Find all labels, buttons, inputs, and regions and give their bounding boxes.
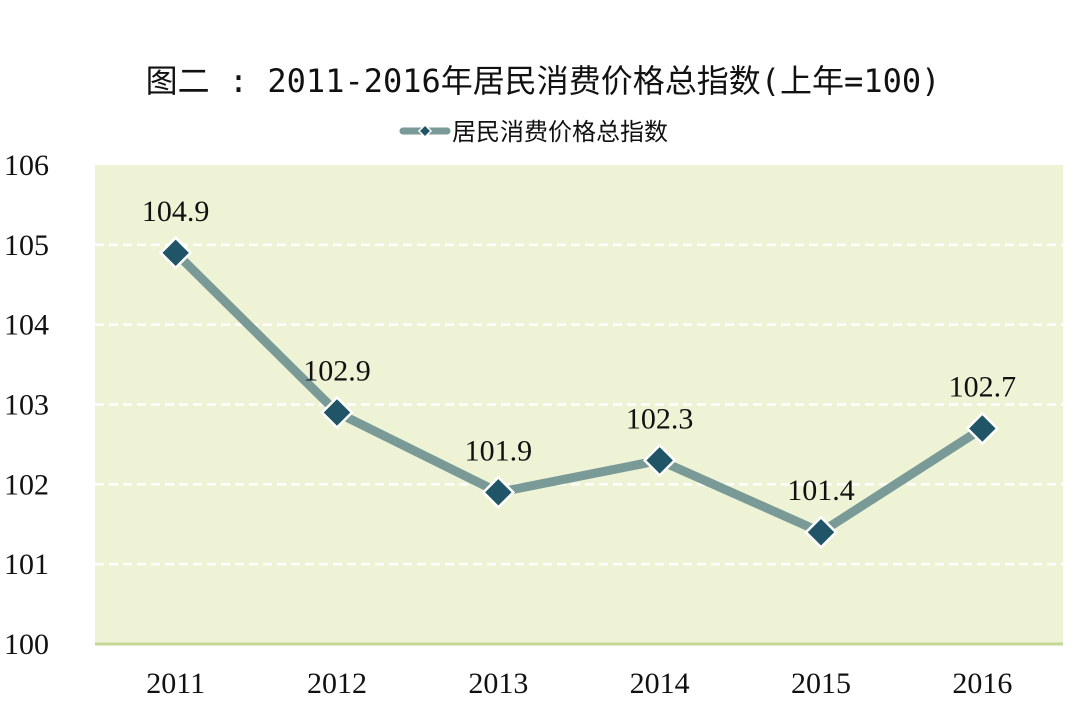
y-tick-label: 102 — [4, 468, 49, 501]
x-tick-label: 2013 — [468, 667, 528, 700]
data-point-marker — [320, 395, 354, 430]
x-tick-label: 2015 — [791, 667, 851, 700]
data-label: 102.7 — [949, 370, 1017, 403]
x-tick-label: 2014 — [630, 667, 690, 700]
legend-diamond-icon — [417, 123, 433, 139]
x-tick-label: 2011 — [146, 667, 205, 700]
chart-title: 图二 : 2011-2016年居民消费价格总指数(上年=100) — [146, 62, 941, 100]
y-tick-label: 101 — [4, 548, 49, 581]
y-tick-label: 103 — [4, 389, 49, 422]
legend: 居民消费价格总指数 — [399, 118, 668, 146]
legend-label: 居民消费价格总指数 — [452, 118, 668, 146]
data-label: 101.4 — [787, 474, 855, 507]
data-label: 101.9 — [465, 434, 533, 467]
y-tick-label: 104 — [4, 309, 49, 342]
x-tick-label: 2012 — [307, 667, 367, 700]
data-point-marker — [642, 443, 677, 478]
data-label: 102.9 — [303, 354, 371, 387]
grid-layer — [95, 243, 1063, 646]
data-point-marker — [158, 236, 193, 270]
x-tick-label: 2016 — [952, 667, 1012, 700]
series-layer: 104.9 102.9 101.9 102.3 101.4 102.7 — [142, 195, 1017, 550]
data-point-marker — [804, 515, 838, 550]
data-label: 104.9 — [142, 195, 210, 228]
data-point-marker — [481, 475, 516, 510]
x-axis: 2011 2012 2013 2014 2015 2016 — [146, 667, 1012, 700]
y-tick-label: 100 — [4, 628, 49, 661]
y-axis: 100 101 102 103 104 105 106 — [4, 149, 49, 661]
data-point-marker — [965, 411, 1000, 446]
y-tick-label: 106 — [4, 149, 49, 182]
data-label: 102.3 — [626, 402, 694, 435]
y-tick-label: 105 — [4, 229, 49, 262]
series-line — [171, 248, 987, 537]
